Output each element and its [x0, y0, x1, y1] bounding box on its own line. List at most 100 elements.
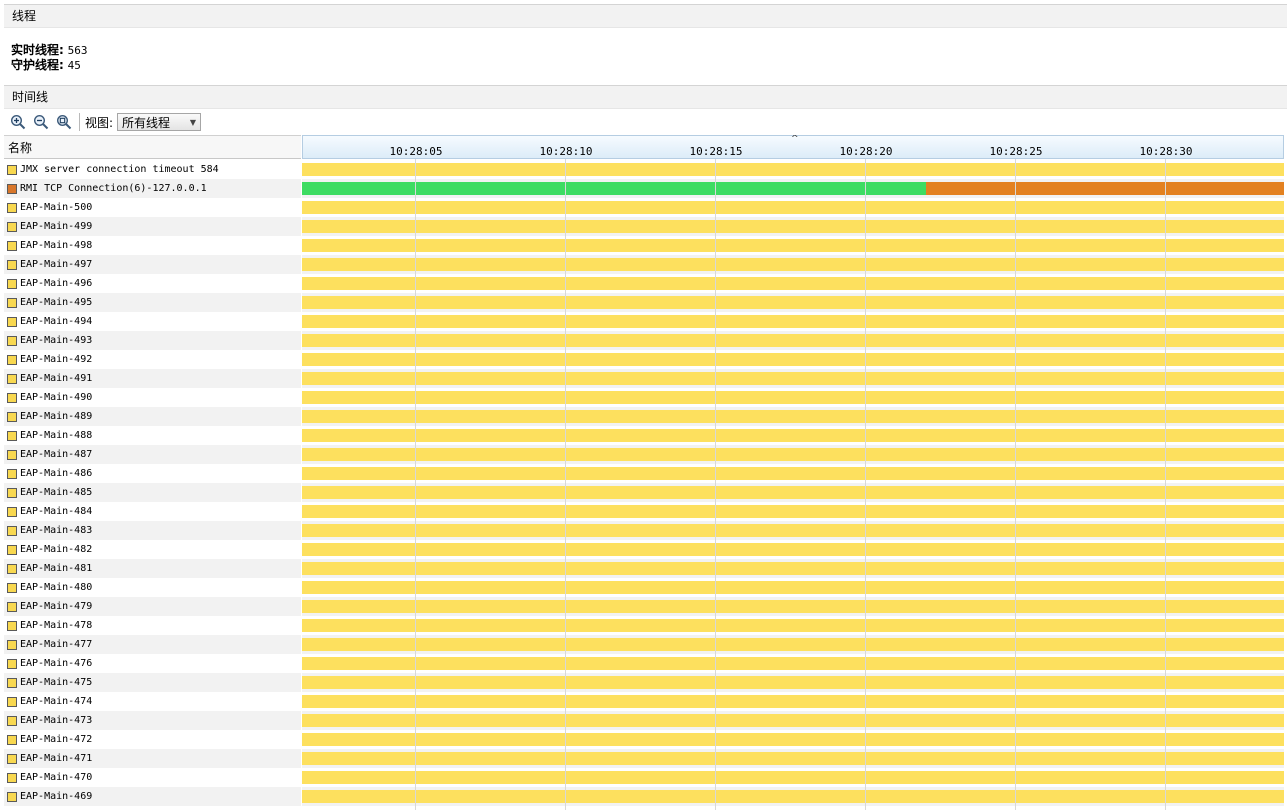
thread-state-bar[interactable] — [302, 733, 1284, 746]
thread-name-cell[interactable]: EAP-Main-471 — [4, 749, 301, 768]
thread-name-cell[interactable]: EAP-Main-478 — [4, 616, 301, 635]
zoom-out-button[interactable] — [31, 112, 51, 132]
thread-state-bar[interactable] — [302, 543, 1284, 556]
thread-timeline-lane[interactable] — [302, 198, 1284, 217]
thread-row[interactable]: EAP-Main-496 — [4, 274, 1287, 293]
thread-state-bar[interactable] — [302, 638, 1284, 651]
thread-timeline-lane[interactable] — [302, 692, 1284, 711]
thread-row[interactable]: EAP-Main-494 — [4, 312, 1287, 331]
thread-timeline-lane[interactable] — [302, 274, 1284, 293]
thread-row[interactable]: EAP-Main-472 — [4, 730, 1287, 749]
thread-row[interactable]: EAP-Main-482 — [4, 540, 1287, 559]
thread-timeline-lane[interactable] — [302, 293, 1284, 312]
thread-name-cell[interactable]: EAP-Main-486 — [4, 464, 301, 483]
thread-state-bar[interactable] — [302, 752, 1284, 765]
thread-name-cell[interactable]: EAP-Main-500 — [4, 198, 301, 217]
thread-state-bar[interactable] — [302, 695, 1284, 708]
thread-row[interactable]: EAP-Main-473 — [4, 711, 1287, 730]
thread-state-bar[interactable] — [302, 714, 1284, 727]
thread-name-cell[interactable]: EAP-Main-491 — [4, 369, 301, 388]
thread-timeline-lane[interactable] — [302, 426, 1284, 445]
thread-row[interactable]: EAP-Main-488 — [4, 426, 1287, 445]
thread-state-bar[interactable] — [302, 600, 1284, 613]
thread-timeline-lane[interactable] — [302, 179, 1284, 198]
thread-timeline-lane[interactable] — [302, 255, 1284, 274]
thread-name-cell[interactable]: EAP-Main-494 — [4, 312, 301, 331]
thread-timeline-lane[interactable] — [302, 616, 1284, 635]
thread-row[interactable]: EAP-Main-484 — [4, 502, 1287, 521]
thread-row[interactable]: EAP-Main-500 — [4, 198, 1287, 217]
thread-row[interactable]: RMI TCP Connection(6)-127.0.0.1 — [4, 179, 1287, 198]
thread-row[interactable]: EAP-Main-476 — [4, 654, 1287, 673]
thread-name-cell[interactable]: EAP-Main-475 — [4, 673, 301, 692]
thread-state-bar[interactable] — [302, 448, 1284, 461]
thread-state-bar[interactable] — [302, 296, 1284, 309]
thread-row[interactable]: EAP-Main-489 — [4, 407, 1287, 426]
thread-name-cell[interactable]: EAP-Main-481 — [4, 559, 301, 578]
thread-state-bar[interactable] — [302, 372, 1284, 385]
timeline-section-header[interactable]: 时间线 — [4, 85, 1287, 109]
thread-name-cell[interactable]: EAP-Main-476 — [4, 654, 301, 673]
thread-timeline-lane[interactable] — [302, 464, 1284, 483]
view-select[interactable]: 所有线程 ▼ — [117, 113, 202, 131]
thread-timeline-lane[interactable] — [302, 369, 1284, 388]
thread-row[interactable]: EAP-Main-487 — [4, 445, 1287, 464]
thread-row[interactable]: EAP-Main-491 — [4, 369, 1287, 388]
thread-state-bar[interactable] — [302, 581, 1284, 594]
thread-name-cell[interactable]: EAP-Main-488 — [4, 426, 301, 445]
thread-state-bar[interactable] — [302, 258, 1284, 271]
thread-name-cell[interactable]: EAP-Main-482 — [4, 540, 301, 559]
thread-row[interactable]: EAP-Main-493 — [4, 331, 1287, 350]
thread-timeline-lane[interactable] — [302, 578, 1284, 597]
thread-row[interactable]: EAP-Main-486 — [4, 464, 1287, 483]
thread-timeline-lane[interactable] — [302, 711, 1284, 730]
thread-name-cell[interactable]: EAP-Main-470 — [4, 768, 301, 787]
thread-state-bar[interactable] — [302, 771, 1284, 784]
thread-name-cell[interactable]: EAP-Main-474 — [4, 692, 301, 711]
thread-timeline-lane[interactable] — [302, 217, 1284, 236]
thread-timeline-lane[interactable] — [302, 654, 1284, 673]
thread-row[interactable]: JMX server connection timeout 584 — [4, 160, 1287, 179]
thread-state-bar[interactable] — [302, 163, 1284, 176]
zoom-fit-button[interactable] — [54, 112, 74, 132]
thread-row[interactable]: EAP-Main-483 — [4, 521, 1287, 540]
thread-timeline-lane[interactable] — [302, 331, 1284, 350]
thread-row[interactable]: EAP-Main-481 — [4, 559, 1287, 578]
thread-timeline-lane[interactable] — [302, 236, 1284, 255]
thread-row[interactable]: EAP-Main-498 — [4, 236, 1287, 255]
thread-state-bar[interactable] — [302, 410, 1284, 423]
threads-section-header[interactable]: 线程 — [4, 4, 1287, 28]
thread-name-cell[interactable]: EAP-Main-483 — [4, 521, 301, 540]
thread-timeline-lane[interactable] — [302, 445, 1284, 464]
thread-row[interactable]: EAP-Main-495 — [4, 293, 1287, 312]
thread-state-bar[interactable] — [302, 562, 1284, 575]
thread-timeline-lane[interactable] — [302, 787, 1284, 806]
thread-state-bar[interactable] — [302, 315, 1284, 328]
thread-state-bar[interactable] — [302, 429, 1284, 442]
thread-timeline-lane[interactable] — [302, 350, 1284, 369]
thread-timeline-lane[interactable] — [302, 559, 1284, 578]
thread-timeline-lane[interactable] — [302, 407, 1284, 426]
thread-name-cell[interactable]: EAP-Main-484 — [4, 502, 301, 521]
thread-name-cell[interactable]: EAP-Main-479 — [4, 597, 301, 616]
thread-name-cell[interactable]: EAP-Main-480 — [4, 578, 301, 597]
thread-state-bar[interactable] — [302, 239, 1284, 252]
thread-name-cell[interactable]: EAP-Main-472 — [4, 730, 301, 749]
thread-name-cell[interactable]: EAP-Main-485 — [4, 483, 301, 502]
thread-state-bar[interactable] — [302, 467, 1284, 480]
thread-name-cell[interactable]: EAP-Main-473 — [4, 711, 301, 730]
thread-row[interactable]: EAP-Main-492 — [4, 350, 1287, 369]
thread-state-bar[interactable] — [302, 657, 1284, 670]
thread-timeline-lane[interactable] — [302, 730, 1284, 749]
thread-state-bar[interactable] — [302, 676, 1284, 689]
thread-state-bar[interactable] — [302, 182, 926, 195]
thread-timeline-lane[interactable] — [302, 597, 1284, 616]
thread-row[interactable]: EAP-Main-497 — [4, 255, 1287, 274]
time-axis-header[interactable]: ^ 10:28:05 10:28:10 10:28:15 10:28:20 10:28:… — [302, 135, 1284, 159]
thread-name-cell[interactable]: EAP-Main-492 — [4, 350, 301, 369]
thread-row[interactable]: EAP-Main-471 — [4, 749, 1287, 768]
thread-name-cell[interactable]: EAP-Main-495 — [4, 293, 301, 312]
thread-timeline-lane[interactable] — [302, 388, 1284, 407]
thread-row[interactable]: EAP-Main-485 — [4, 483, 1287, 502]
thread-timeline-lane[interactable] — [302, 673, 1284, 692]
